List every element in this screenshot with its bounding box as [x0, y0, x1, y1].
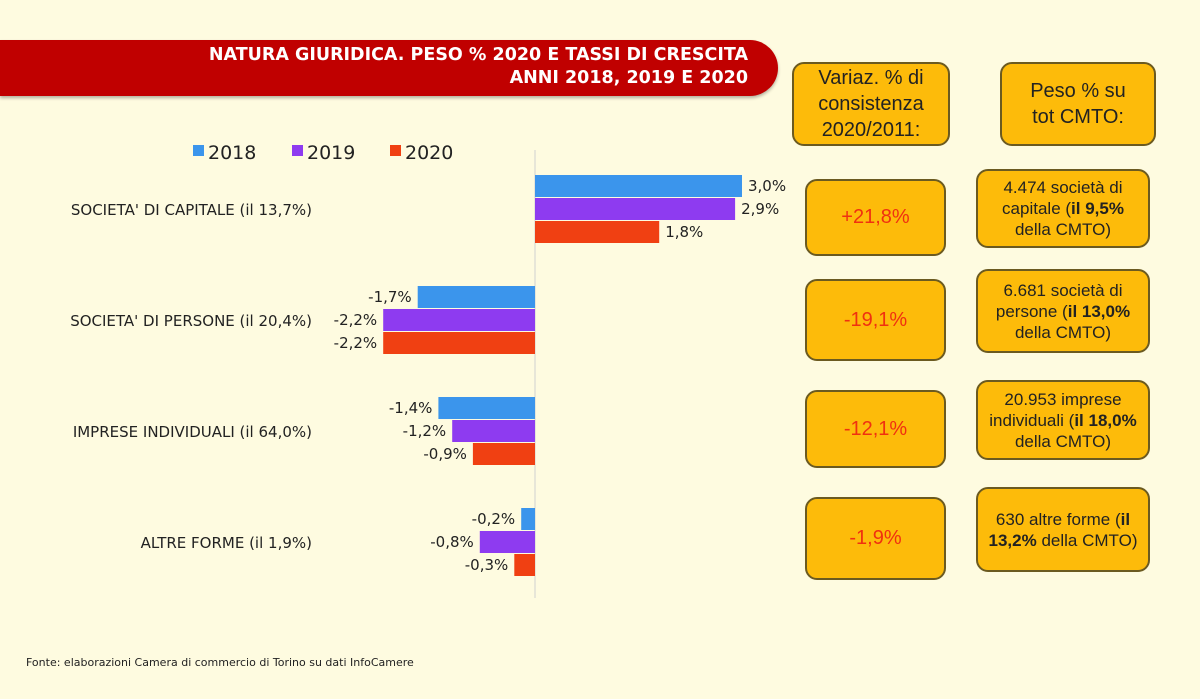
bar-2018 — [535, 175, 742, 197]
data-label: 1,8% — [665, 223, 703, 241]
bar-2020 — [472, 443, 535, 465]
bar-2020 — [535, 221, 660, 243]
source-note: Fonte: elaborazioni Camera di commercio … — [26, 656, 414, 669]
bar-2018 — [417, 286, 535, 308]
variation-header: Variaz. % di consistenza 2020/2011: — [792, 62, 950, 146]
data-label: 3,0% — [748, 177, 786, 195]
legend-swatch-2020 — [390, 145, 401, 156]
weight-value: 20.953 imprese individuali (il 18,0% del… — [976, 380, 1150, 460]
weight-value: 630 altre forme (il 13,2% della CMTO) — [976, 487, 1150, 572]
legend-label-2018: 2018 — [208, 142, 256, 164]
data-label: -0,2% — [472, 510, 516, 528]
category-label: SOCIETA' DI PERSONE (il 20,4%) — [70, 312, 312, 330]
bar-chart: 2018 2019 2020 SOCIETA' DI CAPITALE (il 13,… — [70, 142, 786, 598]
legend-label-2019: 2019 — [307, 142, 355, 164]
category-label: ALTRE FORME (il 1,9%) — [141, 534, 312, 552]
bar-2019 — [535, 198, 736, 220]
data-label: -2,2% — [334, 311, 378, 329]
legend-swatch-2019 — [292, 145, 303, 156]
category-label: IMPRESE INDIVIDUALI (il 64,0%) — [73, 423, 312, 441]
variation-value: +21,8% — [805, 179, 946, 256]
bar-2019 — [383, 309, 535, 331]
weight-value: 6.681 società di persone (il 13,0% della… — [976, 269, 1150, 353]
bar-2019 — [479, 531, 535, 553]
variation-value: -12,1% — [805, 390, 946, 468]
data-label: -1,4% — [389, 399, 433, 417]
title-banner: NATURA GIURIDICA. PESO % 2020 E TASSI DI… — [0, 40, 778, 96]
weight-value: 4.474 società di capitale (il 9,5% della… — [976, 169, 1150, 248]
data-label: -1,2% — [403, 422, 447, 440]
bar-2018 — [438, 397, 535, 419]
legend-label-2020: 2020 — [405, 142, 453, 164]
data-label: -0,9% — [423, 445, 467, 463]
weight-header: Peso % su tot CMTO: — [1000, 62, 1156, 146]
data-label: -2,2% — [334, 334, 378, 352]
data-label: -0,3% — [465, 556, 509, 574]
category-label: SOCIETA' DI CAPITALE (il 13,7%) — [71, 201, 312, 219]
bar-2019 — [452, 420, 535, 442]
data-label: -0,8% — [430, 533, 474, 551]
data-label: -1,7% — [368, 288, 412, 306]
legend-swatch-2018 — [193, 145, 204, 156]
data-label: 2,9% — [741, 200, 779, 218]
variation-value: -1,9% — [805, 497, 946, 580]
chart-title: NATURA GIURIDICA. PESO % 2020 E TASSI DI… — [208, 45, 748, 65]
bar-2020 — [514, 554, 535, 576]
bar-2018 — [521, 508, 535, 530]
bar-2020 — [383, 332, 535, 354]
variation-value: -19,1% — [805, 279, 946, 361]
chart-subtitle: ANNI 2018, 2019 E 2020 — [509, 68, 748, 88]
